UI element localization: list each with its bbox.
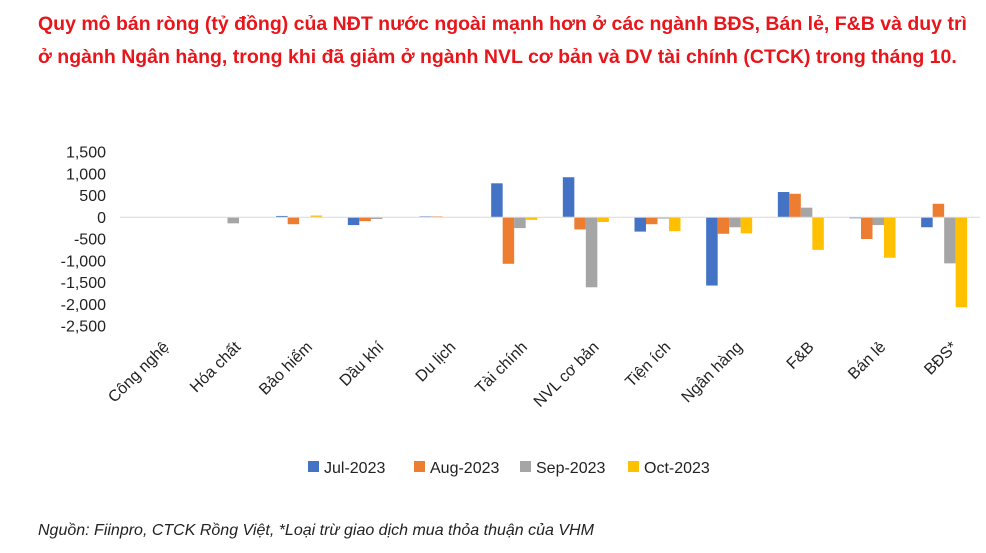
bar-sep-2023	[585, 217, 598, 288]
bar-jul-2023	[634, 217, 646, 232]
x-tick-label: Bán lẻ	[845, 339, 889, 383]
bar-aug-2023	[861, 217, 873, 239]
x-tick-label: Du lịch	[413, 339, 460, 386]
bar-jul-2023	[276, 215, 288, 218]
bar-sep-2023	[800, 207, 813, 218]
y-axis: 1,500 1,000 500 0 -500 -1,000 -1,500 -2,000 -2,5…	[61, 145, 106, 336]
y-tick-label: -2,500	[61, 319, 106, 336]
y-tick-label: 1,500	[66, 145, 106, 162]
x-tick-label: Dầu khí	[337, 338, 388, 389]
y-tick-label: 500	[79, 188, 106, 205]
bar-oct-2023	[310, 215, 323, 218]
bar-sep-2023	[872, 217, 884, 226]
legend: Jul-2023 Aug-2023 Sep-2023 Oct-2023	[308, 460, 710, 477]
bar-oct-2023	[955, 217, 968, 308]
bars	[227, 177, 968, 308]
bar-aug-2023	[717, 217, 730, 234]
legend-label: Aug-2023	[430, 460, 499, 477]
bar-jul-2023	[562, 177, 575, 218]
bar-oct-2023	[525, 217, 538, 220]
legend-label: Sep-2023	[536, 460, 605, 477]
x-tick-label: NVL cơ bản	[531, 339, 603, 411]
bar-oct-2023	[740, 217, 753, 234]
bar-oct-2023	[669, 217, 681, 232]
bar-aug-2023	[287, 217, 300, 225]
legend-swatch	[308, 461, 319, 472]
x-tick-label: F&B	[784, 339, 818, 373]
x-axis: Công nghệ Hóa chất Bảo hiểm Dầu khí Du lịch T…	[105, 338, 961, 411]
y-tick-label: -500	[74, 232, 106, 249]
legend-swatch	[628, 461, 639, 472]
bar-jul-2023	[921, 217, 933, 228]
y-tick-label: -1,500	[61, 275, 106, 292]
x-tick-label: Tiện ích	[622, 339, 674, 391]
bar-oct-2023	[597, 217, 609, 223]
y-tick-label: 0	[97, 210, 106, 227]
x-tick-label: Bảo hiểm	[255, 338, 316, 399]
bar-oct-2023	[884, 217, 896, 258]
bar-aug-2023	[359, 217, 371, 222]
bar-sep-2023	[944, 217, 956, 264]
bar-aug-2023	[646, 217, 658, 225]
legend-swatch	[520, 461, 531, 472]
bar-sep-2023	[657, 217, 669, 219]
bar-jul-2023	[491, 183, 503, 218]
bar-sep-2023	[729, 217, 741, 228]
bar-sep-2023	[370, 217, 383, 219]
chart-title: Quy mô bán ròng (tỷ đồng) của NĐT nước n…	[38, 13, 967, 68]
legend-label: Jul-2023	[324, 460, 385, 477]
bar-aug-2023	[574, 217, 586, 230]
y-tick-label: -1,000	[61, 253, 106, 270]
bar-jul-2023	[706, 217, 718, 286]
legend-label: Oct-2023	[644, 460, 710, 477]
bar-sep-2023	[227, 217, 239, 224]
legend-swatch	[414, 461, 425, 472]
x-tick-label: BĐS*	[921, 339, 961, 379]
y-tick-label: -2,000	[61, 297, 106, 314]
bar-aug-2023	[932, 203, 945, 218]
x-tick-label: Ngân hàng	[679, 339, 746, 406]
bar-oct-2023	[812, 217, 824, 250]
x-tick-label: Tài chính	[472, 339, 531, 398]
bar-aug-2023	[789, 193, 801, 218]
y-tick-label: 1,000	[66, 166, 106, 183]
bar-jul-2023	[347, 217, 360, 226]
bar-aug-2023	[502, 217, 515, 264]
x-tick-label: Hóa chất	[187, 338, 245, 396]
bar-jul-2023	[777, 192, 790, 218]
bar-sep-2023	[514, 217, 526, 229]
source-note: Nguồn: Fiinpro, CTCK Rồng Việt, *Loại tr…	[38, 522, 594, 539]
x-tick-label: Công nghệ	[105, 339, 172, 406]
